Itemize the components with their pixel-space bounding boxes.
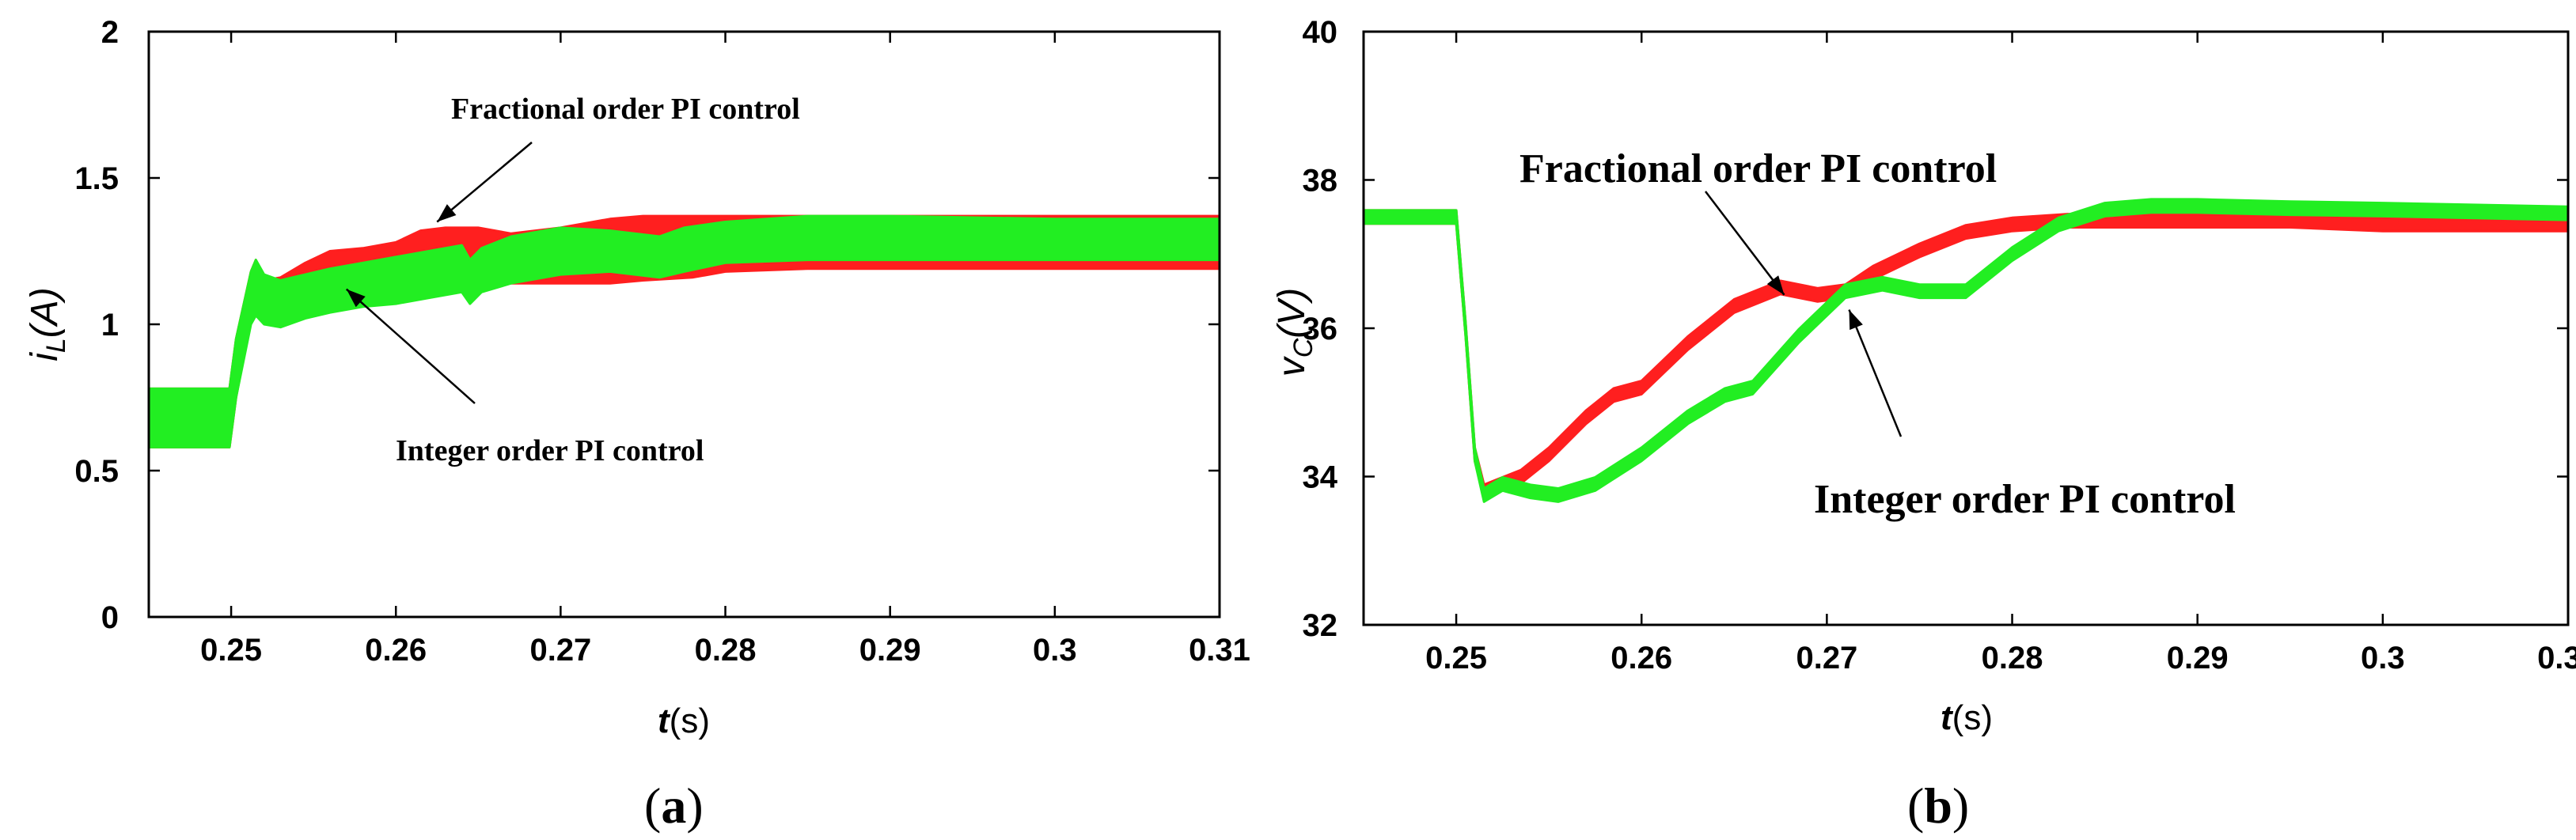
x-tick-label: 0.25 [1425,641,1487,675]
series-integer-band-a [149,214,1220,448]
x-tick-label: 0.31 [2537,641,2576,675]
y-axis-label-b: vC(V) [1271,288,1318,377]
x-tick-label: 0.28 [1982,641,2043,675]
x-ticks-b: 0.25 0.26 0.27 0.28 0.29 0.3 0.31 [1425,32,2576,675]
annotation-arrow-integer-a [345,288,476,404]
x-tick-label: 0.26 [1610,641,1672,675]
arrowhead-integer-b [1849,309,1863,331]
y-tick-label: 32 [1303,608,1338,643]
y-ticks-b: 32 34 36 38 40 [1303,15,2568,643]
annotation-integer-a: Integer order PI control [396,434,704,467]
chart-panel-b: 0.25 0.26 0.27 0.28 0.29 0.3 0.31 32 34 36 38 40 t… [1271,15,2576,834]
y-tick-label: 1 [101,308,119,342]
y-tick-label: 2 [101,15,119,50]
annotation-arrow-fractional-a [436,142,533,223]
annotation-fractional-a: Fractional order PI control [451,93,800,126]
x-tick-label: 0.27 [529,633,591,668]
panel-label-a: (a) [644,778,704,834]
annotation-arrow-fractional-b [1705,191,1785,296]
x-tick-label: 0.26 [365,633,427,668]
y-tick-label: 36 [1303,312,1338,346]
x-tick-label: 0.3 [1033,633,1077,668]
chart-panel-a: 0.25 0.26 0.27 0.28 0.29 0.3 0.31 0 0.5 1 1.5 2 t(… [24,15,1250,834]
x-tick-label: 0.29 [859,633,921,668]
y-tick-label: 0 [101,600,119,635]
x-tick-label: 0.25 [200,633,262,668]
arrowhead-fractional-b [1766,275,1785,295]
arrowhead-fractional-a [437,204,457,222]
y-axis-label-a: iL(A) [24,287,71,361]
y-tick-label: 40 [1303,15,1338,50]
y-ticks-a: 0 0.5 1 1.5 2 [74,15,1220,635]
plot-frame-b [1362,30,2570,626]
x-tick-label: 0.27 [1796,641,1857,675]
x-axis-label-a: t(s) [658,702,710,740]
x-axis-label-b: t(s) [1941,698,1993,737]
annotation-arrow-integer-b [1848,309,1903,437]
y-tick-label: 38 [1303,164,1338,199]
arrowhead-integer-a [346,289,366,308]
x-tick-label: 0.31 [1189,633,1250,668]
annotation-integer-b: Integer order PI control [1814,477,2236,522]
series-integer-band-b [1364,198,2568,503]
x-tick-label: 0.3 [2361,641,2405,675]
y-tick-label: 0.5 [74,454,119,489]
x-tick-label: 0.28 [695,633,757,668]
x-tick-label: 0.29 [2167,641,2229,675]
x-ticks-a: 0.25 0.26 0.27 0.28 0.29 0.3 0.31 [200,32,1250,668]
y-tick-label: 1.5 [74,161,119,196]
series-fractional-band-b [1364,209,2568,500]
panel-label-b: (b) [1907,778,1969,834]
annotation-fractional-b: Fractional order PI control [1519,146,1997,191]
y-tick-label: 34 [1303,460,1338,495]
